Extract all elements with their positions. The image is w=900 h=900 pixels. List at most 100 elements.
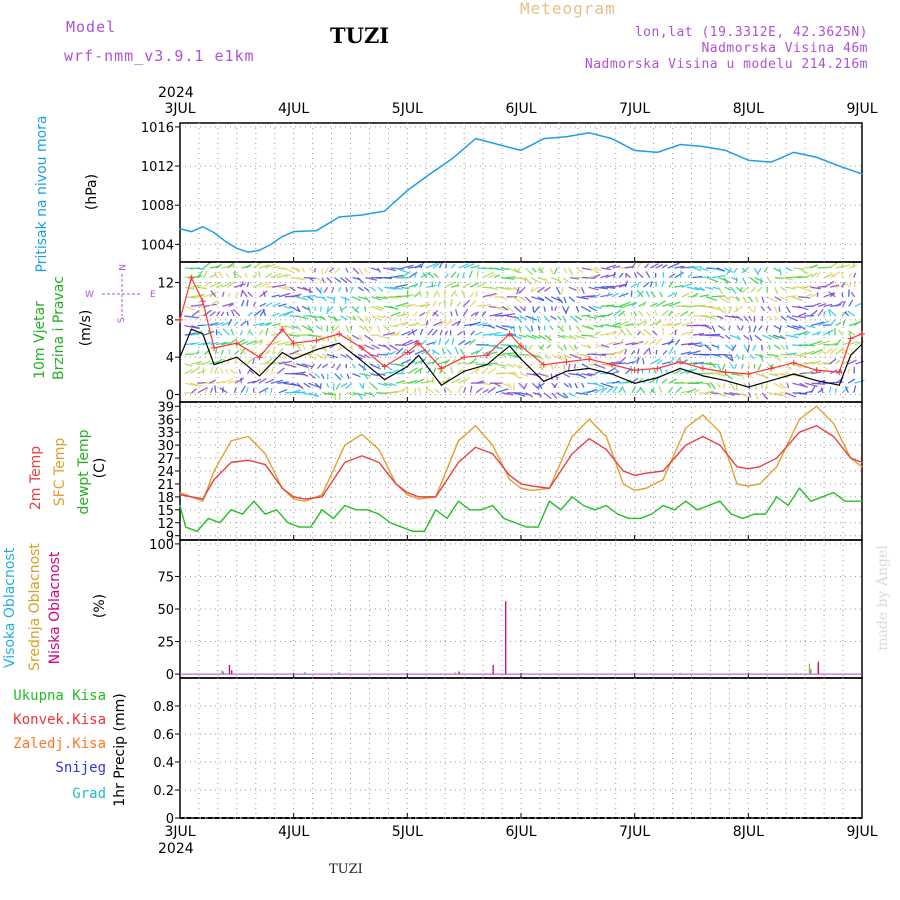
wind-arrow <box>433 290 438 298</box>
pressure-line-point <box>258 249 261 251</box>
wind-arrow <box>449 299 453 307</box>
x-tick-label-top: 6JUL <box>505 101 536 117</box>
wind-arrow <box>848 330 853 336</box>
wind-arrow <box>680 282 693 288</box>
wind-arrow <box>489 286 498 291</box>
wind-speed-line-point <box>509 345 511 347</box>
wind-speed-line-point <box>190 328 192 330</box>
wind-arrow <box>214 385 217 393</box>
precip-legend-snow: Snijeg <box>55 760 106 776</box>
wind-arrow <box>191 275 203 279</box>
wind-arrow <box>408 349 415 355</box>
wind-speed-line-point <box>384 379 386 381</box>
wind-speed-line-point <box>406 365 408 368</box>
wind-arrow <box>786 363 792 371</box>
wind-arrow <box>371 296 382 301</box>
wind-arrow <box>289 334 300 337</box>
wind-arrow <box>711 325 716 333</box>
dewpt-line-point <box>230 509 232 511</box>
wind-speed-line-point <box>815 379 818 382</box>
wind-arrow <box>716 382 721 389</box>
wind-arrow <box>766 296 778 303</box>
wind-arrow <box>239 281 244 288</box>
wind-arrow <box>419 281 424 288</box>
wind-arrow <box>462 387 467 394</box>
wind-arrow <box>717 363 722 372</box>
wind-arrow <box>648 338 657 346</box>
wind-arrow <box>240 377 243 384</box>
dewpt-line-point <box>582 504 585 507</box>
wind-arrow <box>184 332 197 336</box>
sfc-temp-line-point <box>213 470 215 472</box>
wind-arrow <box>462 308 469 317</box>
wind-arrow <box>568 392 576 398</box>
gust-marker <box>279 326 286 333</box>
temp-2m-line-point <box>531 485 533 487</box>
wind-arrow <box>296 315 309 320</box>
wind-arrow <box>537 372 549 378</box>
wind-arrow <box>798 330 808 336</box>
wind-speed-line-point <box>361 360 363 362</box>
wind-arrow <box>336 363 342 371</box>
wind-arrow <box>501 392 514 396</box>
wind-arrow <box>215 300 220 307</box>
wind-arrow <box>841 300 846 307</box>
wind-arrow <box>314 392 320 398</box>
dewpt-line-point <box>844 500 846 502</box>
wind-arrow <box>196 267 205 271</box>
sfc-temp-line-point <box>202 500 204 502</box>
wind-arrow <box>414 367 423 375</box>
wind-arrow <box>563 353 571 359</box>
wind-arrow <box>239 330 243 336</box>
wind-arrow <box>568 296 576 303</box>
wind-arrow <box>246 263 252 269</box>
wind-arrow <box>748 306 754 313</box>
wind-arrow <box>755 392 759 400</box>
wind-arrow <box>757 267 762 274</box>
y-tick-label: 24 <box>157 465 174 480</box>
wind-arrow <box>364 296 371 303</box>
wind-arrow <box>431 357 440 365</box>
wind-arrow <box>265 327 269 336</box>
wind-arrow <box>264 272 273 279</box>
wind-arrow <box>588 286 599 291</box>
wind-arrow <box>753 306 756 313</box>
wind-arrow <box>345 353 354 361</box>
wind-arrow <box>828 309 832 317</box>
wind-arrow <box>401 322 409 327</box>
model-label: Model <box>66 18 117 36</box>
wind-arrow <box>215 341 227 346</box>
wind-arrow <box>326 353 339 359</box>
wind-arrow <box>334 373 342 381</box>
wind-arrow <box>297 276 306 281</box>
wind-arrow <box>763 267 768 273</box>
wind-arrow <box>426 341 435 346</box>
wind-arrow <box>705 286 714 290</box>
dewpt-line-point <box>696 509 698 511</box>
wind-arrow <box>217 330 223 336</box>
wind-arrow <box>444 386 453 394</box>
x-tick-label-bottom: 9JUL <box>846 824 877 840</box>
wind-arrow <box>389 286 403 290</box>
y-tick-label: 0.4 <box>153 756 174 771</box>
wind-arrow <box>523 382 528 390</box>
pressure-line-point <box>656 151 659 153</box>
wind-arrow <box>251 378 262 384</box>
wind-arrow <box>197 305 207 309</box>
wind-arrow <box>407 265 422 269</box>
wind-arrow <box>518 286 526 294</box>
wind-arrow <box>470 311 477 317</box>
precip-legend-hail: Grad <box>72 786 106 802</box>
wind-arrow <box>735 372 744 377</box>
wind-arrow <box>475 367 480 374</box>
wind-arrow <box>307 325 314 333</box>
wind-arrow <box>345 382 353 390</box>
temp-2m-line-point <box>491 453 494 455</box>
wind-arrow <box>358 334 363 342</box>
wind-arrow <box>642 301 647 307</box>
wind-arrow <box>625 379 632 384</box>
gust-marker <box>859 330 865 337</box>
wind-arrow <box>434 388 440 394</box>
wind-arrow <box>823 310 827 317</box>
wind-arrow <box>780 276 794 281</box>
